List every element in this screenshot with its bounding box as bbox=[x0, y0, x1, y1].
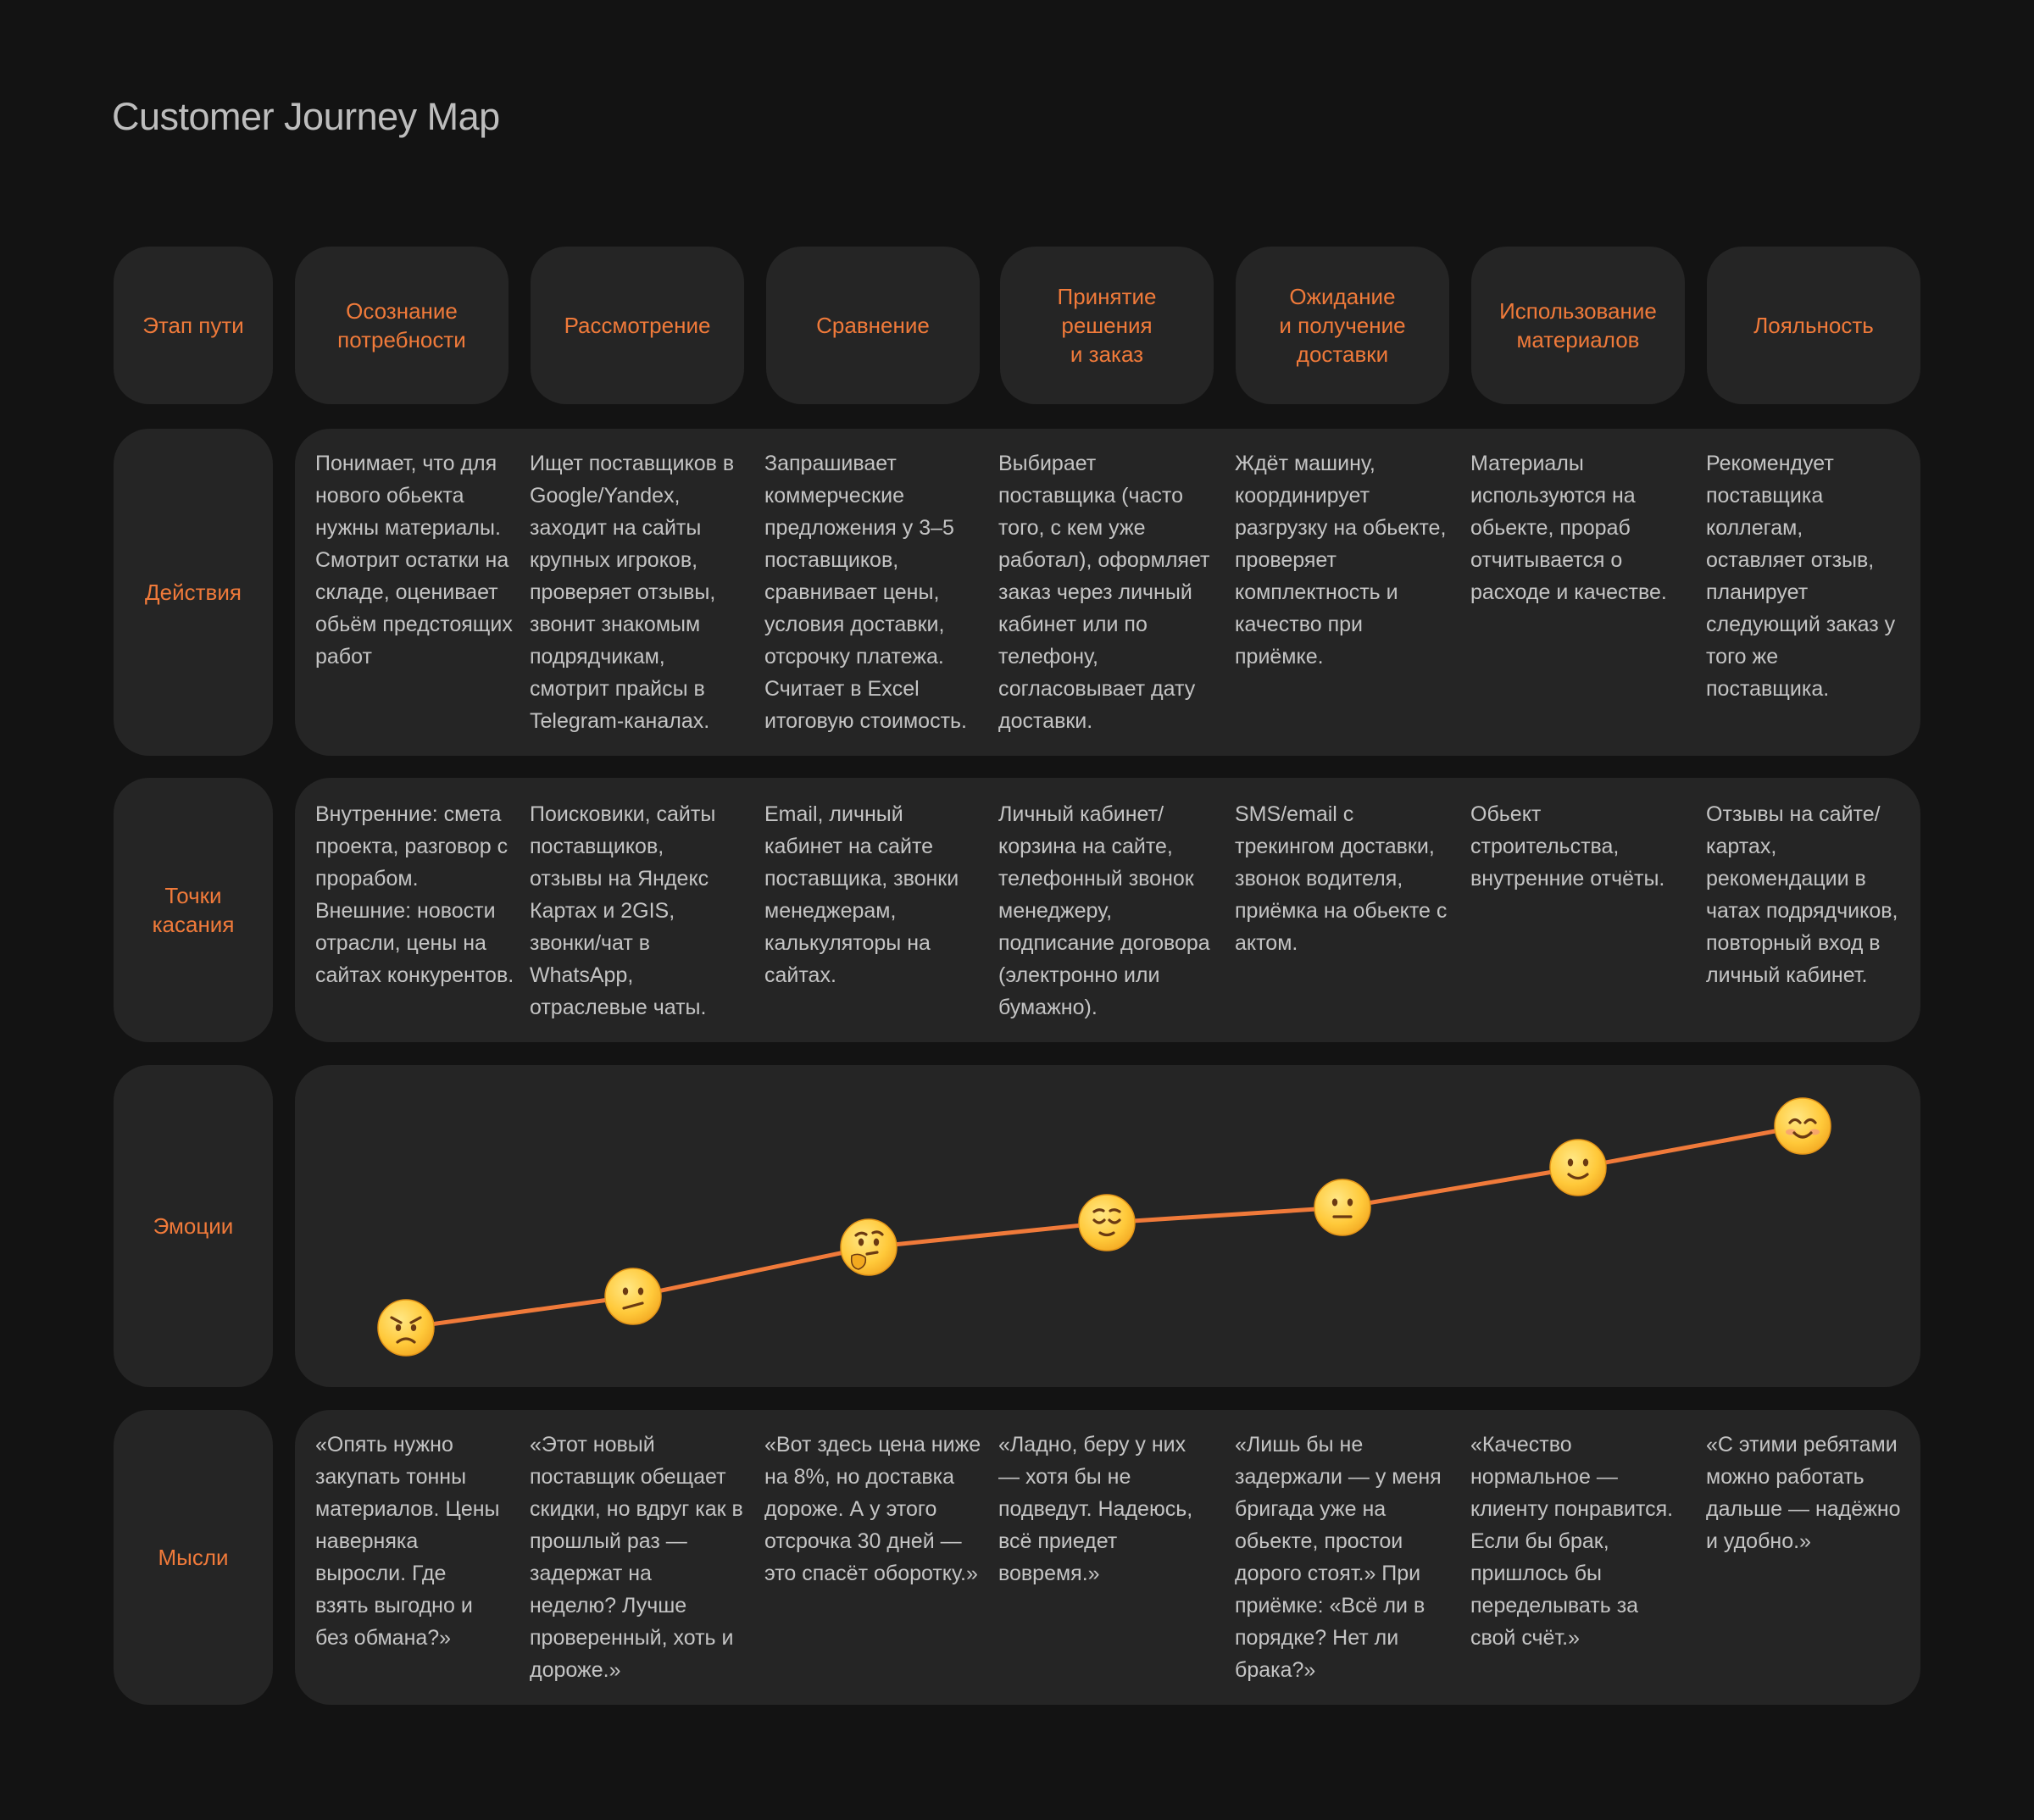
stage-header-decision: Принятие решения и заказ bbox=[1000, 247, 1214, 404]
row-label-stage: Этап пути bbox=[114, 247, 273, 404]
smiling-face-icon bbox=[1774, 1097, 1831, 1155]
action-cell: Выбирает поставщика (часто того, с кем у… bbox=[998, 452, 1210, 733]
thought-cell: «Вот здесь цена ниже на 8%, но доставка … bbox=[764, 1433, 981, 1585]
stage-header-awareness: Осознание потребности bbox=[295, 247, 508, 404]
thoughts-row bbox=[295, 1410, 1920, 1705]
stage-header-comparison: Сравнение bbox=[766, 247, 980, 404]
row-label-thoughts: Мысли bbox=[114, 1410, 273, 1705]
thought-cell: «Качество нормальное — клиенту понравитс… bbox=[1470, 1433, 1674, 1650]
touchpoint-cell: Внутренние: смета проекта, разговор с пр… bbox=[315, 802, 514, 987]
stage-header-usage: Использование материалов bbox=[1471, 247, 1685, 404]
neutral-face-icon bbox=[1314, 1179, 1371, 1236]
stage-header-loyalty: Лояльность bbox=[1707, 247, 1920, 404]
action-cell: Понимает, что для нового обьекта нужны м… bbox=[315, 452, 513, 669]
action-cell: Ждёт машину, координирует разгрузку на о… bbox=[1235, 452, 1447, 669]
touchpoints-row bbox=[295, 778, 1920, 1042]
page-title: Customer Journey Map bbox=[112, 95, 500, 138]
stage-header-delivery: Ожидание и получение доставки bbox=[1236, 247, 1449, 404]
row-label-actions: Действия bbox=[114, 429, 273, 756]
thought-cell: «С этими ребятами можно работать дальше … bbox=[1706, 1433, 1901, 1553]
touchpoint-cell: Отзывы на сайте/картах, рекомендации в ч… bbox=[1706, 802, 1898, 987]
touchpoint-cell: Email, личный кабинет на сайте поставщик… bbox=[764, 802, 959, 987]
thought-cell: «Этот новый поставщик обещает скидки, но… bbox=[530, 1433, 743, 1682]
thought-cell: «Ладно, беру у них — хотя бы не подведут… bbox=[998, 1433, 1193, 1585]
stage-header-consideration: Рассмотрение bbox=[531, 247, 744, 404]
relieved-face-icon bbox=[1078, 1194, 1136, 1251]
touchpoint-cell: Обьект строительства, внутренние отчёты. bbox=[1470, 802, 1665, 891]
action-cell: Материалы используются на обьекте, прора… bbox=[1470, 452, 1667, 604]
thinking-face-icon bbox=[840, 1218, 898, 1276]
touchpoint-cell: SMS/email с трекингом доставки, звонок в… bbox=[1235, 802, 1448, 955]
action-cell: Рекомендует поставщика коллегам, оставля… bbox=[1706, 452, 1896, 701]
row-label-touchpoints: Точки касания bbox=[114, 778, 273, 1042]
touchpoint-cell: Личный кабинет/корзина на сайте, телефон… bbox=[998, 802, 1210, 1019]
row-label-emotions: Эмоции bbox=[114, 1065, 273, 1387]
actions-row bbox=[295, 429, 1920, 756]
angry-face-icon bbox=[377, 1299, 435, 1357]
action-cell: Ищет поставщиков в Google/Yandex, заходи… bbox=[530, 452, 735, 733]
thought-cell: «Опять нужно закупать тонны материалов. … bbox=[315, 1433, 500, 1650]
slightly-smiling-face-icon bbox=[1549, 1139, 1607, 1196]
action-cell: Запрашивает коммерческие предложения у 3… bbox=[764, 452, 967, 733]
touchpoint-cell: Поисковики, сайты поставщиков, отзывы на… bbox=[530, 802, 716, 1019]
confused-face-icon bbox=[604, 1268, 662, 1325]
thought-cell: «Лишь бы не задержали — у меня бригада у… bbox=[1235, 1433, 1442, 1682]
